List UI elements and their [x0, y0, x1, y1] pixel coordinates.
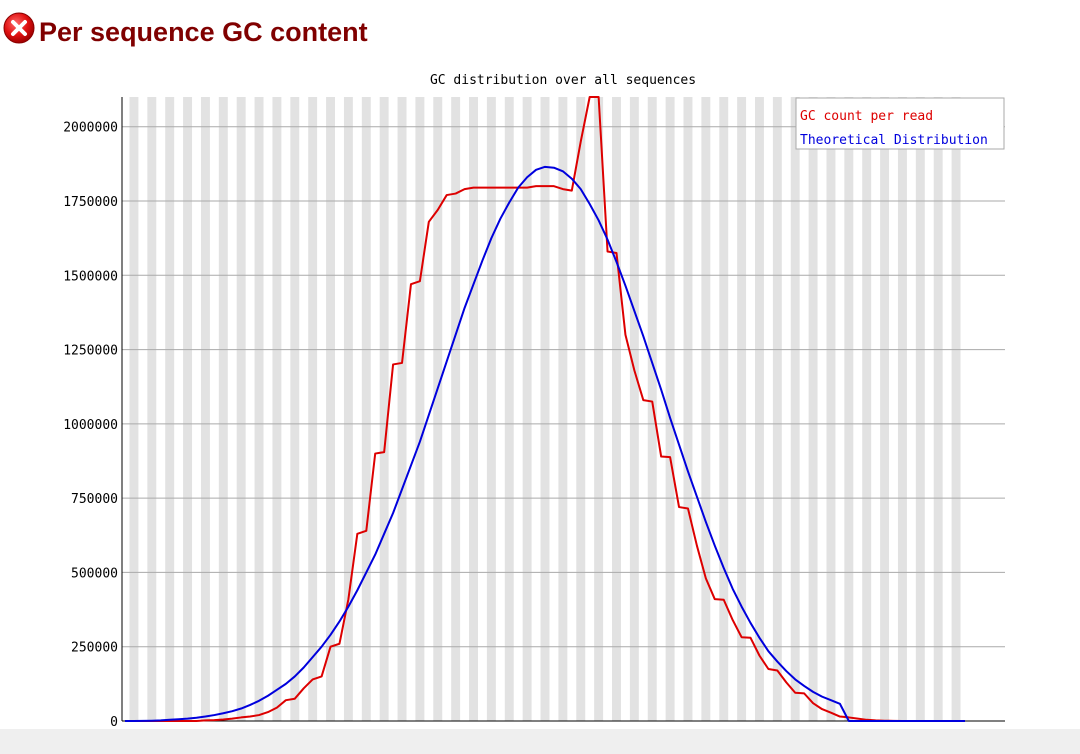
background-band — [433, 97, 443, 721]
legend-box — [795, 97, 1005, 150]
series-line-gc-count — [125, 96, 965, 722]
y-tick-label: 1250000 — [63, 344, 118, 359]
footer-bar — [0, 729, 1080, 754]
background-band — [415, 97, 425, 721]
background-band — [272, 97, 282, 721]
background-band — [719, 97, 729, 721]
background-band — [236, 97, 246, 721]
background-band — [808, 97, 818, 721]
background-band — [576, 97, 586, 721]
background-band — [326, 97, 335, 721]
background-band — [915, 97, 925, 721]
background-band — [397, 97, 407, 721]
background-band — [540, 97, 550, 721]
background-band — [683, 97, 693, 721]
background-band — [844, 97, 854, 721]
y-tick-label: 1750000 — [63, 195, 118, 210]
chart-svg: 0 250000 500000 750000 1000000 1250000 1500000… — [63, 73, 1005, 729]
background-band — [755, 97, 764, 721]
series-line-theoretical — [125, 165, 965, 722]
background-band — [218, 97, 228, 721]
background-band — [594, 97, 604, 721]
y-tick-label: 1000000 — [63, 418, 118, 433]
background-band — [290, 97, 300, 721]
background-band — [558, 97, 568, 721]
background-band — [183, 97, 193, 721]
background-band — [862, 97, 872, 721]
background-band — [665, 97, 675, 721]
legend: GC count per read Theoretical Distributi… — [795, 97, 1005, 150]
background-band — [200, 97, 210, 721]
module-header: Per sequence GC content — [0, 6, 368, 52]
background-band — [379, 97, 389, 721]
section-title: Per sequence GC content — [39, 17, 368, 47]
background-bands — [129, 97, 961, 721]
chart-title: GC distribution over all sequences — [430, 73, 696, 88]
y-tick-label: 2000000 — [63, 121, 118, 136]
background-band — [451, 97, 461, 721]
background-band — [486, 97, 496, 721]
fail-icon — [3, 12, 35, 44]
background-band — [790, 97, 800, 721]
series-lines — [125, 96, 965, 722]
y-tick-label: 500000 — [71, 566, 118, 581]
y-tick-label: 750000 — [71, 492, 118, 507]
background-band — [522, 97, 532, 721]
background-band — [308, 97, 318, 721]
background-band — [897, 97, 907, 721]
background-band — [165, 97, 175, 721]
background-band — [254, 97, 264, 721]
background-band — [701, 97, 711, 721]
gc-content-chart: 0 250000 500000 750000 1000000 1250000 1500000… — [63, 73, 1005, 729]
y-tick-label: 0 — [110, 715, 118, 729]
background-band — [880, 97, 890, 721]
background-band — [737, 97, 747, 721]
background-band — [951, 97, 961, 721]
background-band — [772, 97, 782, 721]
background-band — [647, 97, 657, 721]
background-band — [629, 97, 639, 721]
y-tick-label: 1500000 — [63, 269, 118, 284]
background-band — [612, 97, 621, 721]
legend-entry-theoretical: Theoretical Distribution — [800, 133, 988, 148]
background-band — [343, 97, 353, 721]
y-tick-label: 250000 — [71, 641, 118, 656]
background-band — [147, 97, 157, 721]
y-tick-labels: 0 250000 500000 750000 1000000 1250000 1500000… — [63, 121, 118, 729]
background-band — [826, 97, 836, 721]
legend-entry-gc-count: GC count per read — [800, 109, 933, 124]
gridlines — [122, 126, 1005, 648]
background-band — [504, 97, 514, 721]
background-band — [933, 97, 943, 721]
background-band — [129, 97, 139, 721]
background-band — [361, 97, 371, 721]
background-band — [469, 97, 478, 721]
